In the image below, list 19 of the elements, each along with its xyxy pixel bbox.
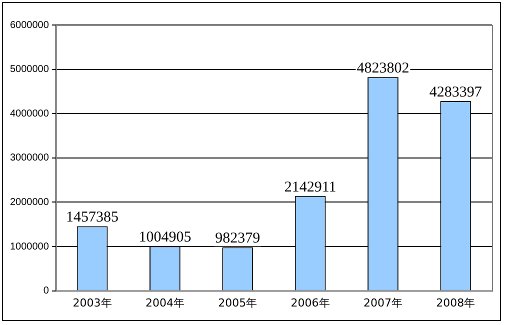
x-tick-label: 2008年 — [436, 296, 476, 310]
y-tick-label: 3000000 — [10, 152, 50, 164]
y-tick-label: 2000000 — [10, 196, 50, 208]
x-tick-label: 2005年 — [218, 296, 258, 310]
x-tick-label: 2006年 — [290, 296, 330, 310]
data-label: 982379 — [215, 230, 260, 247]
y-tick-label: 4000000 — [10, 108, 50, 120]
y-tick-label: 5000000 — [10, 64, 50, 76]
x-tick-label: 2007年 — [363, 296, 402, 310]
data-label: 4283397 — [429, 84, 482, 100]
y-tick-label: 6000000 — [10, 20, 50, 31]
data-label: 2142911 — [284, 179, 336, 196]
y-tick-label: 1000000 — [10, 241, 50, 252]
data-label: 1457385 — [66, 210, 119, 226]
x-tick-label: 2003年 — [72, 296, 112, 310]
data-label: 1004905 — [138, 230, 192, 246]
x-tick-label: 2004年 — [145, 296, 184, 310]
data-label: 4823802 — [356, 60, 410, 77]
y-tick-label: 0 — [43, 286, 50, 297]
